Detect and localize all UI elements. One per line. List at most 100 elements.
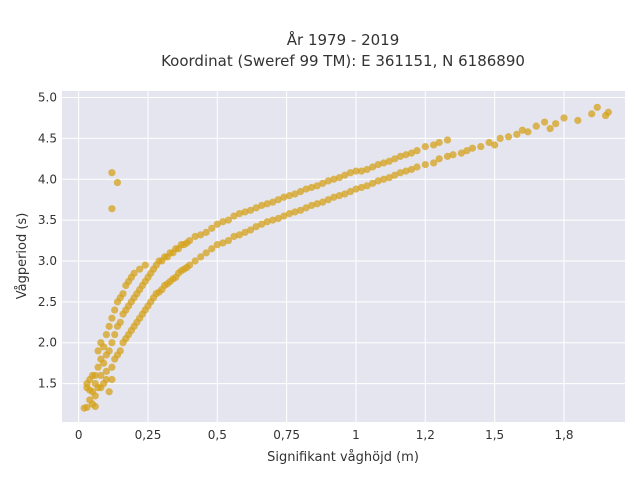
data-point [324,196,332,204]
data-point [108,314,116,322]
data-point [252,204,260,212]
data-point [346,169,355,177]
data-point [380,175,388,183]
data-point [363,182,371,190]
data-point [111,306,119,314]
data-point [100,343,108,351]
data-point [219,218,227,226]
data-point [330,193,338,201]
data-point [119,290,127,298]
data-point [291,190,299,198]
data-point [496,134,504,143]
data-point [280,193,288,201]
y-tick-label: 5.0 [38,91,57,105]
data-point [593,103,601,111]
data-point [108,363,116,371]
data-point [385,157,393,165]
data-point [335,174,343,182]
x-tick-label: 1,5 [485,428,504,442]
data-point [430,159,438,167]
data-point [374,160,382,169]
data-point [274,214,282,223]
data-point [230,232,238,241]
data-point [396,152,404,160]
data-point [552,120,560,128]
y-axis-ticks: 1.5 2.0 2.5 3.0 3.5 4.0 4.5 5.0 [38,91,57,391]
data-point [449,151,457,159]
data-point [130,269,138,277]
data-point [357,167,366,175]
data-point [435,155,443,163]
data-point [136,265,144,273]
data-point [285,192,294,200]
data-point [202,228,210,236]
data-point [335,192,343,200]
data-point [208,245,216,253]
data-point [330,175,338,183]
x-tick-label: 0,5 [208,428,227,442]
data-point [246,206,255,214]
data-point [308,183,316,192]
data-point [413,147,421,155]
data-point [252,223,260,231]
data-point [185,236,194,245]
data-point [235,231,244,239]
data-point [241,208,249,216]
data-point [477,142,485,151]
data-point [391,171,399,179]
data-point [91,392,99,400]
x-axis-ticks: 0 0,25 0,5 0,75 1 1,2 1,5 1,8 [75,428,574,442]
data-point [504,133,513,141]
data-point [213,241,221,249]
data-point [94,347,102,355]
data-point [102,330,110,339]
data-point [524,128,532,136]
chart-title-line-1: År 1979 - 2019 [287,30,400,49]
data-point [468,144,477,152]
data-point [258,201,266,210]
data-point [108,205,116,213]
data-point [113,178,122,187]
data-point [235,209,244,218]
data-point [263,200,271,208]
data-point [263,218,271,226]
data-point [213,220,221,228]
data-point [369,163,377,171]
data-point [111,330,119,339]
data-point [219,239,227,247]
data-point [402,151,410,159]
data-point [191,232,199,241]
data-point [269,198,277,206]
data-point [341,190,349,198]
data-point [532,122,540,130]
data-point [105,322,113,330]
data-point [604,108,612,116]
data-point [230,212,238,220]
data-point [513,130,521,138]
data-point [102,375,110,384]
data-point [588,110,596,118]
data-point [197,231,205,239]
x-tick-label: 1,8 [554,428,573,442]
data-point [105,347,113,355]
data-point [285,209,294,218]
data-point [116,318,124,326]
data-point [369,179,377,187]
data-point [363,165,371,174]
data-point [313,182,321,190]
data-point [319,198,327,206]
data-point [574,116,582,125]
data-point [116,347,124,355]
data-point [83,379,91,388]
data-point [352,185,360,193]
data-point [296,187,305,196]
data-point [105,388,113,396]
data-point [518,126,526,134]
data-point [308,201,316,210]
data-point [374,177,382,185]
data-point [108,339,116,347]
data-point [560,114,568,122]
data-point [407,149,416,157]
y-tick-label: 4.0 [38,172,57,186]
data-point [269,216,277,224]
